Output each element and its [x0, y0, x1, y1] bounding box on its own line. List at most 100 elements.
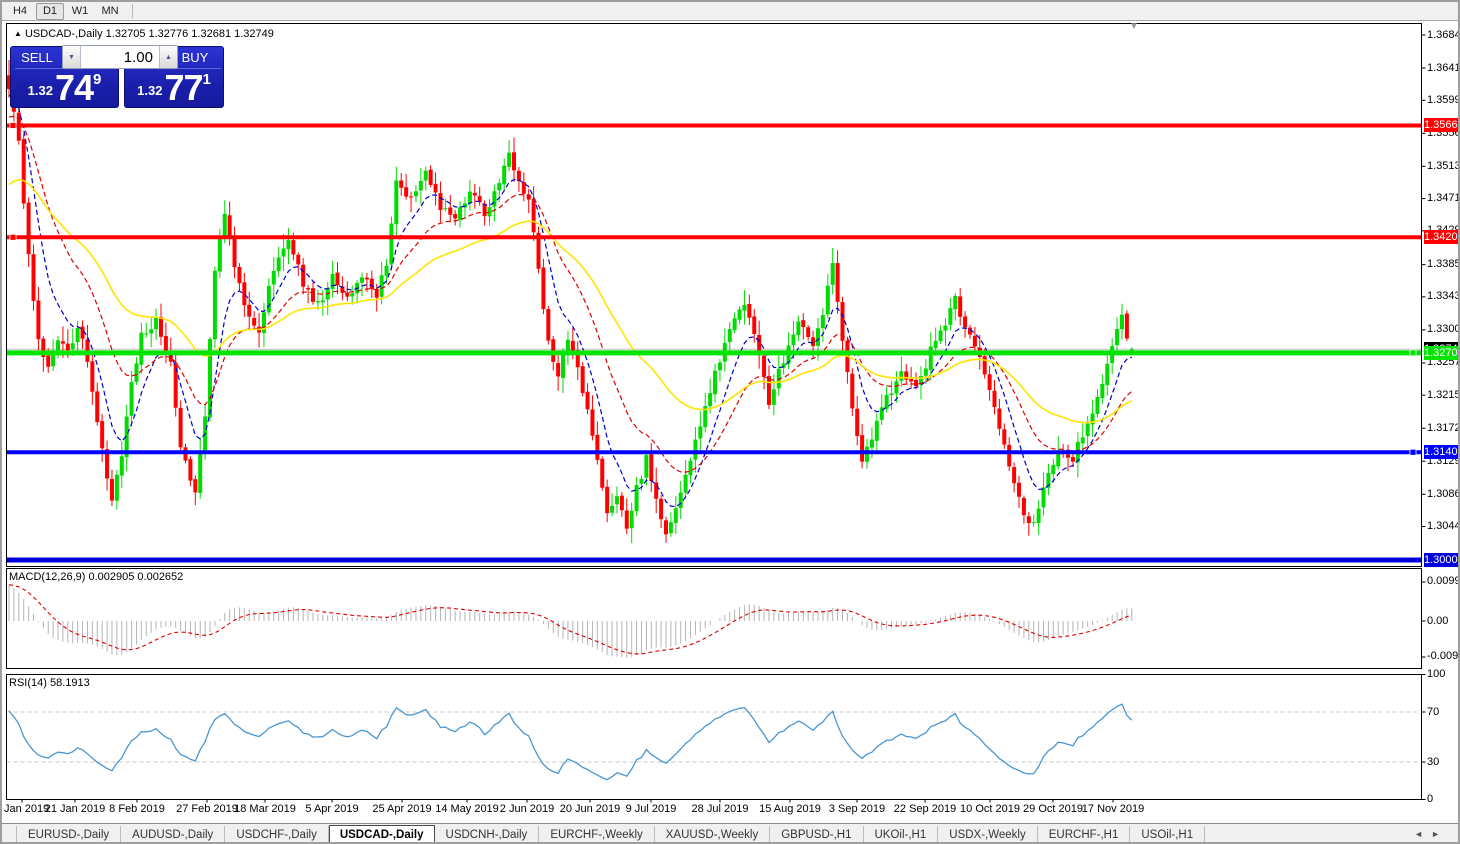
macd-tick-label: 0.00 — [1427, 614, 1449, 627]
hline-handle[interactable] — [1409, 448, 1417, 456]
candle-body — [129, 382, 134, 416]
date-tick-label: 5 Apr 2019 — [305, 803, 359, 815]
candle-body — [1105, 363, 1110, 386]
candle-body — [595, 434, 600, 460]
chart-tab-usdx-weekly[interactable]: USDX-,Weekly — [938, 826, 1038, 842]
timeframe-button-w1[interactable]: W1 — [71, 4, 89, 17]
volume-spinner: ▼ ▲ — [62, 45, 178, 69]
candle-body — [801, 320, 806, 328]
price-tick-label: 1.30440 — [1427, 520, 1458, 533]
level-axis-label-1.31407: 1.31407 — [1424, 445, 1460, 460]
chart-tab-bar: EURUSD-,Daily AUDUSD-,Daily USDCHF-,Daily U… — [2, 823, 1458, 842]
candle-body — [766, 376, 771, 405]
tab-scroll-right-icon[interactable]: ► — [1431, 829, 1448, 839]
candle-body — [830, 263, 835, 285]
candle-body — [815, 328, 820, 346]
scroll-to-end-icon[interactable]: ▼ — [1129, 21, 1139, 32]
date-tick-label: 2 Jun 2019 — [499, 803, 555, 815]
candle-body — [649, 454, 654, 482]
candle-body — [918, 376, 923, 385]
price-tick-label: 1.31720 — [1427, 421, 1458, 434]
chart-tab-gbpusd-h1[interactable]: GBPUSD-,H1 — [770, 826, 864, 842]
candle-body — [360, 277, 365, 283]
candle-body — [909, 378, 914, 382]
candle-body — [276, 257, 281, 272]
candle-body — [884, 394, 889, 409]
hline-handle[interactable] — [9, 233, 17, 241]
date-tick-label: 17 Nov 2019 — [1081, 803, 1145, 815]
chart-tab-eurusd-daily[interactable]: EURUSD-,Daily — [16, 826, 122, 842]
candle-body — [1090, 413, 1095, 425]
candle-body — [899, 371, 904, 381]
timeframe-button-h4[interactable]: H4 — [12, 4, 28, 17]
collapse-triangle-icon[interactable]: ▲ — [14, 29, 22, 38]
candle-body — [472, 192, 477, 196]
candle-body — [894, 381, 899, 394]
candle-body — [708, 393, 713, 407]
candle-body — [345, 292, 350, 297]
candle-body — [512, 152, 517, 171]
chart-tab-xauusd-weekly[interactable]: XAUUSD-,Weekly — [655, 826, 771, 842]
volume-increase-button[interactable]: ▲ — [159, 46, 177, 68]
chart-tab-usdchf-daily[interactable]: USDCHF-,Daily — [225, 826, 329, 842]
sell-price-pip: 9 — [93, 71, 102, 88]
candle-body — [605, 486, 610, 514]
chart-canvas[interactable] — [2, 2, 1460, 823]
one-click-trading-panel: SELL 1.32 74 9 BUY 1.32 77 1 ▼ ▲ — [10, 45, 224, 108]
candle-body — [668, 522, 673, 534]
buy-price: 1.32 77 1 — [125, 70, 223, 106]
hline-handle[interactable] — [1409, 349, 1417, 357]
candle-body — [992, 390, 997, 408]
buy-button[interactable]: BUY — [181, 50, 209, 65]
ma-slow-line[interactable] — [8, 178, 1133, 424]
candle-body — [286, 240, 291, 250]
chart-tab-eurchf-h1[interactable]: EURCHF-,H1 — [1038, 826, 1131, 842]
candle-body — [51, 351, 56, 367]
candle-body — [482, 203, 487, 217]
sell-price-main: 74 — [54, 67, 94, 108]
candle-body — [247, 304, 252, 317]
chart-tab-ukoil-h1[interactable]: UKOil-,H1 — [864, 826, 939, 842]
candle-body — [850, 373, 855, 409]
volume-input[interactable] — [81, 46, 159, 68]
chart-tab-usoil-h1[interactable]: USOil-,H1 — [1130, 826, 1206, 842]
date-tick-label: 28 Jul 2019 — [691, 803, 749, 815]
hline-handle[interactable] — [9, 122, 17, 129]
candle-body — [261, 312, 266, 334]
candle-body — [556, 363, 561, 377]
chart-tab-eurchf-weekly[interactable]: EURCHF-,Weekly — [539, 826, 655, 842]
timeframe-button-d1[interactable]: D1 — [36, 2, 64, 20]
main-panel-frame — [6, 23, 1422, 567]
candle-body — [938, 330, 943, 342]
macd-tick-label: 0.009957 — [1427, 575, 1460, 588]
candle-body — [1095, 396, 1100, 415]
candle-body — [1056, 450, 1061, 467]
volume-decrease-button[interactable]: ▼ — [63, 46, 81, 68]
candle-body — [1085, 423, 1090, 436]
candle-body — [21, 139, 26, 204]
timeframe-button-mn[interactable]: MN — [101, 4, 119, 17]
price-tick-label: 1.30860 — [1427, 487, 1458, 500]
chart-tab-usdcnh-daily[interactable]: USDCNH-,Daily — [435, 826, 540, 842]
candle-body — [825, 285, 830, 315]
price-tick-label: 1.33850 — [1427, 258, 1458, 271]
candle-body — [639, 478, 644, 484]
date-tick-label: 15 Aug 2019 — [759, 803, 821, 815]
candles-layer[interactable] — [7, 60, 1422, 563]
candle-body — [281, 248, 286, 257]
candle-body — [1017, 482, 1022, 497]
candle-body — [1031, 522, 1036, 524]
candle-body — [178, 407, 183, 448]
chevron-up-icon: ▲ — [165, 53, 172, 61]
sell-button[interactable]: SELL — [21, 50, 53, 65]
candle-body — [1002, 429, 1007, 445]
date-tick-label: 14 May 2019 — [435, 803, 499, 815]
candle-body — [575, 350, 580, 368]
candle-body — [570, 340, 575, 352]
price-tick-label: 1.33000 — [1427, 323, 1458, 336]
tab-scroll-left-icon[interactable]: ◄ — [1414, 829, 1432, 839]
macd-panel-frame — [6, 568, 1422, 669]
ma-mid-line[interactable] — [8, 115, 1133, 473]
chart-tab-usdcad-daily[interactable]: USDCAD-,Daily — [328, 825, 435, 842]
chart-tab-audusd-daily[interactable]: AUDUSD-,Daily — [121, 826, 226, 842]
